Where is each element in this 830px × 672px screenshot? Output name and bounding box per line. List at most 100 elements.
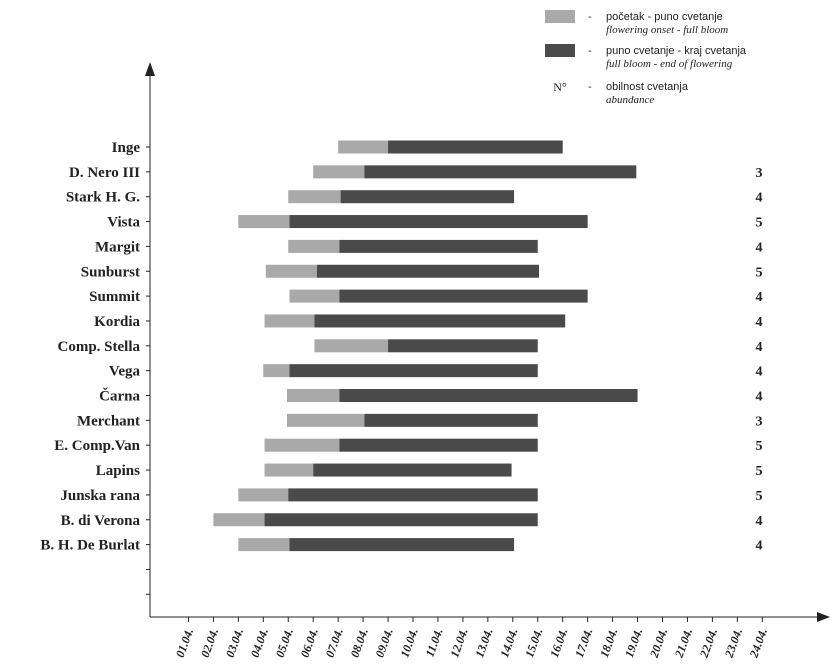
x-tick-label-7: 08.04. [348, 626, 371, 659]
bar-bloom-9 [289, 364, 538, 378]
category-label-15: B. di Verona [61, 513, 141, 529]
bar-onset-7 [264, 314, 315, 328]
x-axis-arrow [817, 612, 830, 622]
bar-bloom-7 [314, 314, 566, 328]
category-label-16: B. H. De Burlat [40, 538, 140, 554]
bar-bloom-12 [339, 438, 538, 452]
legend-line1-1: puno cvetanje - kraj cvetanja [606, 45, 747, 57]
bar-bloom-10 [339, 389, 638, 402]
bar-onset-16 [238, 538, 290, 552]
bar-onset-0 [338, 140, 389, 154]
x-tick-label-21: 22.04. [696, 626, 720, 660]
bar-onset-14 [238, 488, 289, 502]
bars [213, 140, 638, 552]
bar-onset-6 [289, 289, 340, 303]
bar-onset-12 [264, 438, 340, 452]
abundance-value-16: 4 [756, 539, 763, 554]
x-tick-label-22: 23.04. [721, 626, 745, 660]
category-labels: Inge D. Nero III Stark H. G. Vista Margit Sun… [40, 140, 140, 554]
x-tick-labels: 01.04. 02.04. 03.04. 04.04. 05.04. 06.04. 07.0… [173, 626, 770, 660]
legend-dash-0: - [588, 11, 592, 23]
category-label-8: Comp. Stella [58, 339, 141, 355]
bar-bloom-8 [388, 339, 538, 353]
abundance-value-13: 5 [756, 464, 763, 479]
category-label-6: Summit [89, 289, 140, 305]
category-label-5: Sunburst [81, 264, 140, 280]
abundance-value-12: 5 [756, 439, 763, 454]
category-label-4: Margit [95, 239, 140, 255]
legend-line2-0: flowering onset - full bloom [606, 24, 728, 36]
x-tick-label-12: 13.04. [472, 626, 495, 659]
bar-onset-1 [313, 165, 365, 179]
category-label-12: E. Comp.Van [54, 438, 140, 454]
legend-swatch-0 [545, 10, 575, 23]
bar-bloom-16 [289, 538, 515, 552]
x-tick-label-9: 10.04. [397, 626, 420, 659]
bar-bloom-14 [288, 488, 538, 502]
x-tick-label-11: 12.04. [447, 626, 470, 659]
legend-symbol: N° [553, 80, 567, 94]
x-tick-label-10: 11.04. [423, 626, 446, 658]
abundance-value-15: 4 [756, 514, 763, 529]
bar-bloom-2 [340, 190, 515, 204]
x-tick-label-6: 07.04. [323, 626, 346, 659]
abundance-labels: 3 4 5 4 5 4 4 4 4 4 3 5 5 5 4 4 [756, 166, 763, 554]
abundance-value-8: 4 [756, 340, 763, 355]
bar-onset-9 [263, 364, 290, 378]
abundance-value-5: 5 [756, 265, 763, 280]
bar-onset-10 [287, 389, 340, 402]
x-tick-label-20: 21.04. [672, 626, 696, 660]
x-tick-label-16: 17.04. [572, 626, 595, 659]
bar-onset-11 [287, 413, 365, 427]
bar-onset-4 [288, 239, 340, 253]
bar-bloom-15 [264, 513, 538, 527]
legend-line2-2: abundance [606, 94, 654, 106]
abundance-value-7: 4 [756, 315, 763, 330]
axes [145, 62, 830, 622]
category-label-9: Vega [109, 364, 141, 380]
x-tick-label-0: 01.04. [173, 626, 196, 659]
abundance-value-9: 4 [756, 365, 763, 380]
abundance-value-14: 5 [756, 489, 763, 504]
legend-line1-2: obilnost cvetanja [606, 81, 689, 93]
category-label-1: D. Nero III [69, 165, 140, 181]
y-axis-arrow [145, 62, 155, 76]
x-tick-label-3: 04.04. [248, 626, 271, 659]
legend-dash-1: - [588, 45, 592, 57]
x-tick-label-23: 24.04. [746, 626, 770, 660]
abundance-value-3: 5 [756, 216, 763, 231]
abundance-value-2: 4 [756, 191, 763, 206]
legend-swatch-1 [545, 44, 575, 57]
x-tick-label-13: 14.04. [497, 626, 520, 659]
bar-bloom-4 [339, 239, 538, 253]
abundance-value-10: 4 [756, 390, 763, 405]
bar-onset-2 [288, 190, 341, 204]
bar-bloom-13 [313, 463, 512, 477]
category-label-13: Lapins [96, 463, 140, 479]
bar-bloom-3 [289, 215, 588, 229]
legend-dash-2: - [588, 81, 592, 93]
abundance-value-4: 4 [756, 240, 763, 255]
category-label-10: Čarna [99, 388, 140, 405]
x-tick-label-4: 05.04. [273, 626, 296, 659]
x-tick-label-2: 03.04. [223, 626, 246, 659]
x-tick-label-14: 15.04. [522, 626, 545, 659]
category-label-14: Junska rana [60, 488, 140, 504]
x-tick-label-1: 02.04. [198, 626, 221, 659]
bar-onset-5 [265, 264, 317, 278]
category-label-7: Kordia [94, 314, 140, 330]
bar-bloom-5 [316, 264, 539, 278]
category-label-2: Stark H. G. [66, 190, 140, 206]
bar-bloom-11 [364, 413, 538, 427]
x-tick-label-15: 16.04. [547, 626, 570, 659]
bar-bloom-0 [388, 140, 563, 154]
bar-bloom-6 [339, 289, 588, 303]
legend-line2-1: full bloom - end of flowering [606, 58, 733, 70]
x-tick-label-17: 18.04. [597, 626, 620, 659]
legend-line1-0: početak - puno cvetanje [606, 11, 723, 23]
abundance-value-11: 3 [756, 414, 763, 429]
x-tick-label-18: 19.04. [622, 626, 645, 659]
abundance-value-6: 4 [756, 290, 763, 305]
